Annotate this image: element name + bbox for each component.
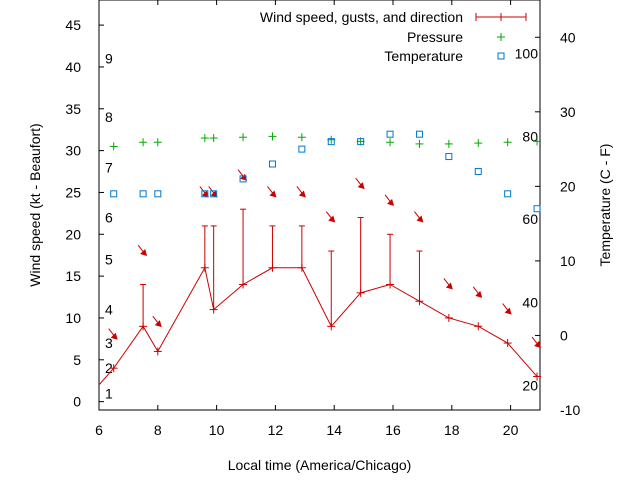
temperature-point [110,190,118,198]
wind-direction-arrow-head [445,282,453,290]
wind-speed-line [98,266,538,386]
temperature-point [268,160,276,168]
temperature-point [239,175,247,183]
wind-direction-arrow-head [110,332,118,340]
wind-direction-arrow-head [357,182,365,190]
wind-direction-arrow-head [201,190,209,198]
legend-label: Wind speed, gusts, and direction [260,9,463,25]
temperature-point [154,190,162,198]
wind-direction-arrow-head [210,190,218,198]
beaufort-label: 5 [105,251,113,267]
y-tick-label: 25 [65,184,81,200]
temperature-point [474,167,482,175]
beaufort-label: 1 [105,385,113,401]
x-tick-label: 20 [503,422,519,438]
temperature-point [386,130,394,138]
fahrenheit-label: 80 [522,128,538,144]
beaufort-label: 4 [105,302,113,318]
x-tick-label: 6 [95,422,103,438]
y-axis-label: Wind speed (kt - Beaufort) [27,123,43,286]
x-axis-label: Local time (America/Chicago) [228,457,412,473]
temperature-point [533,205,541,213]
temperature-point [210,190,218,198]
y-tick-label: 45 [65,17,81,33]
y2-tick-label: 10 [560,253,576,269]
fahrenheit-label: 100 [515,46,539,62]
fahrenheit-label: 20 [522,377,538,393]
x-tick-label: 10 [209,422,225,438]
wind-direction-arrow-head [140,249,148,257]
temperature-point [327,138,335,146]
y-tick-label: 10 [65,310,81,326]
y2-tick-label: 30 [560,104,576,120]
temperature-point [357,138,365,146]
y2-tick-label: -10 [560,402,580,418]
beaufort-label: 3 [105,335,113,351]
wind-direction-arrow-head [534,341,542,349]
x-tick-label: 16 [385,422,401,438]
beaufort-label: 8 [105,109,113,125]
temperature-point [504,190,512,198]
plot-frame [98,0,541,411]
temperature-point [415,130,423,138]
legend-temperature-marker [497,52,505,60]
wind-direction-arrow-head [269,190,277,198]
x-tick-label: 12 [268,422,284,438]
y-tick-label: 15 [65,268,81,284]
temperature-point [201,190,209,198]
y-tick-label: 35 [65,101,81,117]
beaufort-label: 9 [105,51,113,67]
temperature-point [139,190,147,198]
wind-direction-arrow-head [504,307,512,315]
y2-axis-label: Temperature (C - F) [597,144,613,267]
wind-direction-arrow-head [298,190,306,198]
beaufort-label: 7 [105,159,113,175]
fahrenheit-label: 60 [522,211,538,227]
y-tick-label: 40 [65,59,81,75]
y2-tick-label: 20 [560,178,576,194]
wind-direction-arrow-head [387,198,395,206]
beaufort-label: 2 [105,360,113,376]
wind-direction-arrow-head [475,290,483,298]
temperature-point [298,145,306,153]
y2-tick-label: 0 [560,327,568,343]
x-tick-label: 14 [326,422,342,438]
legend-label: Pressure [407,29,463,45]
wind-direction-arrow-head [154,320,162,328]
legend-label: Temperature [384,48,463,64]
y2-tick-label: 40 [560,29,576,45]
fahrenheit-label: 40 [522,295,538,311]
x-tick-label: 8 [154,422,162,438]
y-tick-label: 20 [65,226,81,242]
beaufort-label: 6 [105,210,113,226]
wind-direction-arrow-head [416,215,424,223]
y-tick-label: 5 [73,352,81,368]
temperature-point [445,153,453,161]
y-tick-label: 0 [73,394,81,410]
x-tick-label: 18 [444,422,460,438]
y-tick-label: 30 [65,143,81,159]
wind-direction-arrow-head [328,215,336,223]
